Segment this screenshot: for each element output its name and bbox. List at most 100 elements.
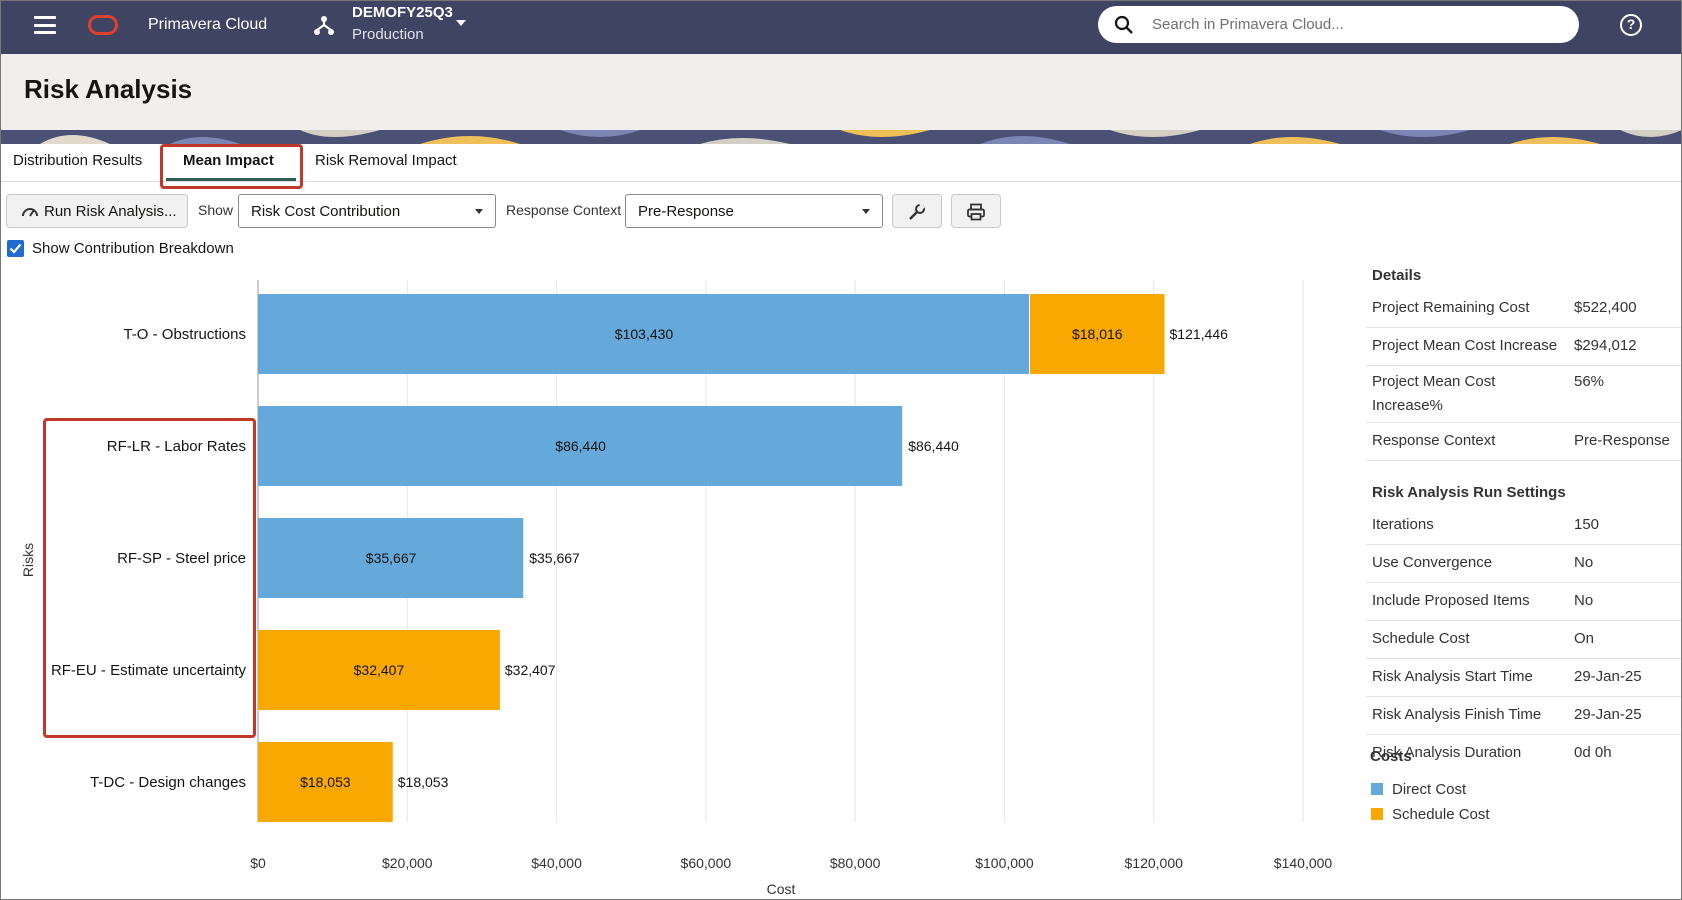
settings-value: No: [1574, 554, 1594, 571]
settings-key: Include Proposed Items: [1372, 592, 1530, 609]
settings-value: 29-Jan-25: [1574, 706, 1642, 723]
response-context-label: Response Context: [506, 202, 622, 218]
bar-direct-cost: [258, 294, 1030, 374]
costs-legend-title: Costs: [1370, 748, 1412, 765]
y-axis-title: Risks: [20, 543, 36, 577]
settings-row: Risk Analysis Duration 0d 0h: [1366, 735, 1682, 772]
page-title: Risk Analysis: [24, 74, 193, 104]
settings-value: 150: [1574, 516, 1600, 533]
response-context-chevron-down-icon: [862, 209, 870, 214]
details-row: Response Context Pre-Response: [1366, 423, 1682, 461]
settings-value: 0d 0h: [1574, 744, 1612, 761]
response-context-select[interactable]: Pre-Response: [625, 194, 883, 228]
tab-risk-removal-impact[interactable]: Risk Removal Impact: [315, 152, 457, 169]
settings-row: Use Convergence No: [1366, 545, 1682, 583]
settings-key: Iterations: [1372, 516, 1434, 533]
show-contribution-breakdown-checkbox[interactable]: [7, 240, 24, 257]
details-value: 56%: [1574, 373, 1605, 390]
oracle-logo-icon: [88, 15, 118, 35]
category-label: T-DC - Design changes: [90, 774, 246, 791]
category-label: T-O - Obstructions: [123, 326, 246, 343]
x-tick-label: $0: [250, 855, 266, 871]
help-icon[interactable]: ?: [1620, 14, 1642, 36]
category-label: RF-EU - Estimate uncertainty: [51, 662, 247, 679]
settings-key: Risk Analysis Duration: [1372, 744, 1522, 761]
details-row: Project Remaining Cost $522,400: [1366, 290, 1682, 328]
search-box: [1098, 6, 1579, 43]
x-axis-title: Cost: [767, 881, 796, 897]
search-icon[interactable]: [1114, 15, 1134, 35]
settings-key: Risk Analysis Start Time: [1372, 668, 1533, 685]
show-chevron-down-icon: [475, 209, 483, 214]
legend-swatch-schedule: [1371, 808, 1383, 820]
checkmark-icon: [9, 243, 22, 254]
details-key: Project Mean Cost Increase%: [1372, 373, 1496, 414]
settings-value: On: [1574, 630, 1595, 647]
settings-row: Risk Analysis Start Time 29-Jan-25: [1366, 659, 1682, 697]
settings-key: Use Convergence: [1372, 554, 1493, 571]
search-input[interactable]: [1152, 6, 1562, 43]
top-bar: Primavera Cloud DEMOFY25Q3 Production ?: [0, 0, 1682, 54]
category-label: RF-SP - Steel price: [117, 550, 246, 567]
settings-row: Iterations 150: [1366, 507, 1682, 545]
tab-distribution-results[interactable]: Distribution Results: [13, 152, 143, 169]
x-tick-label: $40,000: [531, 855, 582, 871]
bar-value-label: $18,016: [1072, 326, 1123, 342]
bar-schedule-cost: [258, 630, 500, 710]
settings-wrench-button[interactable]: [892, 194, 942, 228]
bar-value-label: $103,430: [615, 326, 674, 342]
x-tick-label: $60,000: [681, 855, 732, 871]
settings-row: Schedule Cost On: [1366, 621, 1682, 659]
x-tick-label: $100,000: [975, 855, 1034, 871]
bar-value-label: $32,407: [354, 662, 405, 678]
x-tick-label: $120,000: [1125, 855, 1184, 871]
wrench-icon: [909, 203, 925, 220]
legend-direct-cost: Direct Cost: [1371, 781, 1466, 798]
details-value: $294,012: [1574, 337, 1637, 354]
bar-value-label: $86,440: [555, 438, 606, 454]
app-name: Primavera Cloud: [148, 16, 268, 33]
run-settings-title: Risk Analysis Run Settings: [1372, 484, 1566, 501]
response-context-value: Pre-Response: [638, 203, 734, 220]
bar-direct-cost: [258, 406, 903, 486]
details-row: Project Mean Cost Increase% 56%: [1366, 366, 1682, 423]
run-risk-analysis-label: Run Risk Analysis...: [44, 203, 177, 220]
bar-total-label: $18,053: [398, 774, 449, 790]
bar-total-label: $32,407: [505, 662, 556, 678]
bar-total-label: $121,446: [1170, 326, 1229, 342]
details-key: Project Remaining Cost: [1372, 299, 1530, 316]
workspace-name[interactable]: DEMOFY25Q3: [352, 4, 453, 21]
settings-key: Risk Analysis Finish Time: [1372, 706, 1542, 723]
bar-value-label: $35,667: [366, 550, 417, 566]
legend-schedule-cost: Schedule Cost: [1371, 806, 1490, 823]
mean-impact-chart-svg: $0 $20,000 $40,000 $60,000 $80,000 $100,000 $1…: [20, 280, 1333, 897]
x-tick-label: $140,000: [1274, 855, 1333, 871]
run-risk-analysis-button[interactable]: Run Risk Analysis...: [6, 194, 188, 228]
workspace-chevron-down-icon[interactable]: [456, 20, 466, 26]
details-key: Project Mean Cost Increase: [1372, 337, 1558, 354]
show-select[interactable]: Risk Cost Contribution: [238, 194, 496, 228]
active-tab-indicator: [166, 178, 296, 181]
bar-direct-cost: [258, 518, 524, 598]
details-row: Project Mean Cost Increase $294,012: [1366, 328, 1682, 366]
details-value: Pre-Response: [1574, 432, 1670, 449]
settings-key: Schedule Cost: [1372, 630, 1470, 647]
tab-mean-impact[interactable]: Mean Impact: [183, 152, 274, 169]
details-title: Details: [1372, 267, 1422, 284]
gauge-icon: [22, 208, 38, 217]
workspace-environment: Production: [352, 26, 424, 43]
bar-schedule-cost: [1030, 294, 1165, 374]
hamburger-menu-icon[interactable]: [34, 16, 56, 34]
bar-total-label: $35,667: [529, 550, 580, 566]
mean-impact-chart: $0 $20,000 $40,000 $60,000 $80,000 $100,000 $1…: [0, 270, 1340, 900]
settings-value: 29-Jan-25: [1574, 668, 1642, 685]
x-tick-label: $80,000: [830, 855, 881, 871]
details-value: $522,400: [1574, 299, 1637, 316]
legend-label: Direct Cost: [1392, 781, 1467, 798]
annotation-highlight-tab: [160, 144, 303, 189]
print-button[interactable]: [951, 194, 1001, 228]
bar-total-label: $86,440: [908, 438, 959, 454]
decorative-banner: [0, 130, 1682, 144]
bar-schedule-cost: [258, 742, 393, 822]
show-contribution-breakdown-label: Show Contribution Breakdown: [32, 240, 234, 257]
